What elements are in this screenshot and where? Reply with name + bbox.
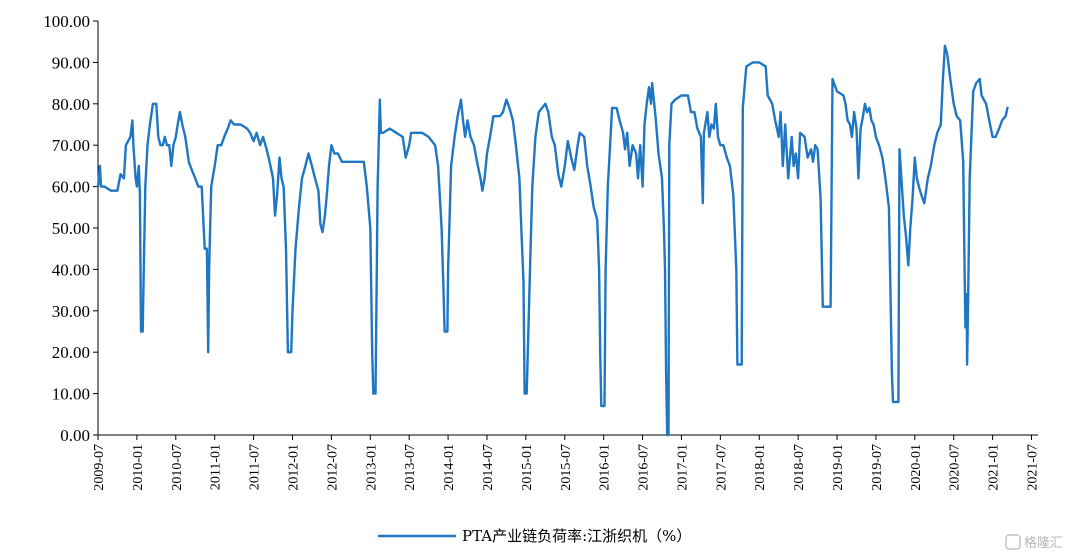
series-line-0	[96, 44, 1009, 437]
legend-label: PTA产业链负荷率:江浙织机（%）	[462, 527, 691, 545]
x-tick-label: 2011-07	[248, 444, 263, 490]
x-tick-label: 2017-07	[714, 444, 729, 491]
x-tick-label: 2015-01	[520, 444, 535, 491]
x-tick-label: 2019-01	[831, 444, 846, 491]
y-tick-label: 0.00	[60, 426, 90, 445]
x-tick-label: 2013-07	[403, 444, 418, 491]
x-tick-label: 2012-07	[325, 444, 340, 491]
x-tick-label: 2014-01	[442, 444, 457, 491]
x-tick-label: 2016-01	[598, 444, 613, 491]
x-tick-label: 2015-07	[559, 444, 574, 491]
x-tick-label: 2019-07	[870, 444, 885, 491]
x-tick-label: 2010-07	[170, 444, 185, 491]
y-tick-label: 90.00	[52, 53, 90, 72]
y-tick-label: 50.00	[52, 219, 90, 238]
legend: PTA产业链负荷率:江浙织机（%）	[378, 527, 691, 545]
x-tick-label: 2021-07	[1026, 444, 1041, 491]
y-tick-label: 80.00	[52, 95, 90, 114]
x-tick-label: 2012-01	[286, 444, 301, 491]
y-tick-label: 30.00	[52, 302, 90, 321]
x-tick-label: 2010-01	[131, 444, 146, 491]
x-axis-ticks: 2009-07 2010-01 2010-07 2011-01 2011-07 2012-…	[92, 435, 1041, 491]
x-tick-label: 2016-07	[637, 444, 652, 491]
y-tick-label: 60.00	[52, 178, 90, 197]
y-tick-label: 20.00	[52, 343, 90, 362]
watermark: 格隆汇	[1005, 534, 1063, 551]
x-tick-label: 2014-07	[481, 444, 496, 491]
watermark-logo-icon	[1005, 534, 1021, 550]
y-tick-label: 40.00	[52, 260, 90, 279]
watermark-text: 格隆汇	[1024, 535, 1063, 551]
x-tick-label: 2020-01	[909, 444, 924, 491]
x-tick-label: 2013-01	[364, 444, 379, 491]
x-tick-label: 2020-07	[948, 444, 963, 491]
y-tick-label: 100.00	[43, 12, 90, 31]
x-tick-label: 2021-01	[987, 444, 1002, 491]
x-tick-label: 2011-01	[209, 444, 224, 490]
x-tick-label: 2018-07	[792, 444, 807, 491]
x-tick-label: 2017-01	[675, 444, 690, 491]
plot-area	[96, 44, 1009, 437]
y-tick-label: 70.00	[52, 136, 90, 155]
y-axis-ticks: 0.00 10.00 20.00 30.00 40.00 50.00 60.00 70.00 8…	[43, 12, 98, 445]
x-tick-label: 2009-07	[92, 444, 107, 491]
x-tick-label: 2018-01	[753, 444, 768, 491]
y-tick-label: 10.00	[52, 385, 90, 404]
